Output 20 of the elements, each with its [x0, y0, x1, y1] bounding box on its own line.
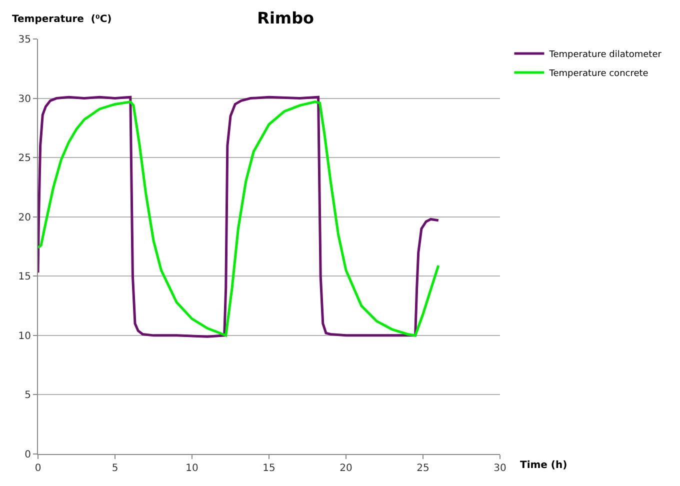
y-axis-title: Temperature (⁰C) [12, 14, 112, 25]
x-tick-label: 0 [34, 463, 42, 474]
x-tick-label: 20 [340, 463, 352, 474]
y-tick-label: 25 [18, 153, 31, 164]
y-tick-label: 0 [24, 450, 31, 460]
x-tick-label: 10 [186, 463, 198, 474]
legend-label: Temperature concrete [548, 69, 649, 80]
chart-title: Rimbo [257, 8, 314, 28]
x-tick-label: 5 [112, 463, 118, 474]
y-tick-label: 20 [18, 212, 31, 224]
x-axis-title: Time (h) [520, 460, 568, 471]
x-tick-label: 30 [494, 463, 506, 474]
y-tick-label: 10 [18, 330, 31, 342]
y-tick-label: 35 [18, 34, 31, 46]
y-tick-label: 15 [18, 272, 31, 283]
y-tick-label: 30 [18, 94, 31, 105]
y-tick-label: 5 [24, 390, 31, 402]
x-tick-label: 15 [262, 463, 276, 474]
legend-label: Temperature dilatometer [548, 50, 662, 60]
x-tick-label: 25 [416, 463, 430, 474]
